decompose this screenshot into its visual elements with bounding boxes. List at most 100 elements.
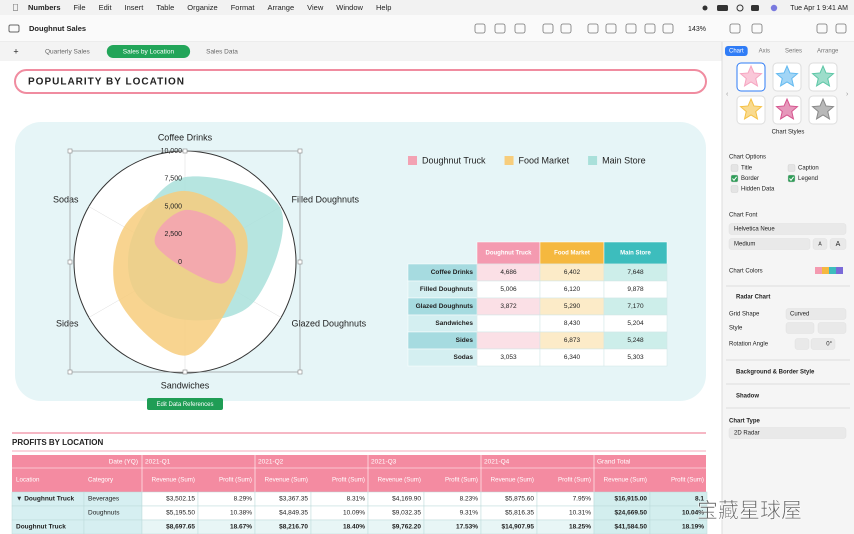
grid-shape-dropdown[interactable] — [785, 308, 847, 320]
handle[interactable] — [67, 148, 73, 154]
toolbar-button[interactable] — [587, 23, 599, 34]
rotation-decrement[interactable] — [794, 338, 810, 350]
sheet-tab-label[interactable]: Quarterly Sales — [45, 49, 91, 56]
sheet-tab-label[interactable]: Sales by Location — [123, 49, 175, 56]
menu-item[interactable]: Table — [156, 3, 174, 12]
toolbar-button[interactable] — [816, 23, 828, 34]
zoom-level[interactable]: 143% — [688, 26, 706, 33]
pivot-value: $8,216.70 — [279, 524, 308, 531]
apple-logo[interactable]:  — [12, 2, 19, 12]
pivot-subheader: Location — [16, 477, 40, 484]
color-swatch[interactable] — [815, 267, 822, 274]
format-sidebar: Chart Axis Series Arrange ‹ › Chart Styles Char… — [725, 46, 850, 439]
handle[interactable] — [297, 259, 303, 265]
toolbar-button[interactable] — [729, 23, 741, 34]
menu-item[interactable]: Edit — [99, 3, 113, 12]
font-size-button[interactable] — [812, 238, 828, 250]
inspector-tab[interactable]: Series — [785, 49, 802, 55]
checkmark — [732, 176, 738, 182]
inspector-tab[interactable]: Axis — [759, 49, 770, 55]
handle[interactable] — [67, 369, 73, 375]
menu-item[interactable]: Organize — [187, 3, 217, 12]
section-header[interactable]: Background & Border Style — [736, 370, 815, 376]
handle[interactable] — [67, 259, 73, 265]
chart-type-dropdown[interactable] — [728, 427, 847, 439]
pivot-value: $4,169.90 — [392, 496, 421, 503]
pivot-subheader: Profit (Sum) — [445, 477, 478, 484]
radar-chart[interactable]: 0 2,500 5,000 7,500 10,000 Coffee Drinks Fille… — [53, 132, 367, 390]
checkbox[interactable] — [787, 164, 796, 172]
button-label[interactable]: A — [818, 241, 822, 247]
inspector-tab[interactable]: Arrange — [817, 49, 839, 55]
chevron[interactable]: ‹ — [726, 91, 729, 98]
toolbar-button[interactable] — [835, 23, 847, 34]
sheet-tab-label[interactable]: Sales Data — [206, 49, 238, 56]
pivot-value: Doughnut Truck — [16, 524, 66, 531]
style-button[interactable] — [785, 322, 815, 334]
menu-item[interactable]: Help — [376, 3, 391, 12]
table-value: 9,878 — [627, 286, 644, 293]
pivot-subheader: Profit (Sum) — [219, 477, 252, 484]
color-swatch[interactable] — [822, 267, 829, 274]
font-size-button[interactable] — [829, 238, 847, 250]
inspector-tab-active[interactable] — [725, 46, 748, 56]
toolbar-button[interactable] — [494, 23, 506, 34]
toolbar-button[interactable] — [514, 23, 526, 34]
dropdown-value: 2D Radar — [734, 431, 760, 437]
weight-dropdown[interactable] — [728, 238, 811, 250]
edit-data-label[interactable]: Edit Data References — [156, 402, 213, 408]
pivot-value: 8.31% — [347, 496, 366, 503]
category-label: Sandwiches — [161, 380, 210, 390]
menu-item[interactable]: View — [307, 3, 324, 12]
checkmark — [789, 176, 795, 182]
font-dropdown[interactable] — [728, 223, 847, 235]
section-header[interactable]: Radar Chart — [736, 295, 770, 301]
menu-item[interactable]: Format — [231, 3, 256, 12]
inspector-tab[interactable]: Chart — [729, 49, 744, 55]
menu-item[interactable]: Insert — [125, 3, 145, 12]
table-value: 7,170 — [627, 303, 644, 310]
checkbox[interactable] — [787, 174, 796, 183]
handle[interactable] — [182, 369, 188, 375]
app-menu[interactable]: Numbers — [28, 3, 61, 12]
toolbar-button[interactable] — [474, 23, 486, 34]
toolbar-button[interactable] — [644, 23, 656, 34]
menu-item[interactable]: Window — [336, 3, 363, 12]
color-swatch[interactable] — [829, 267, 836, 274]
search-icon — [736, 4, 744, 12]
sidebar-label: Grid Shape — [729, 312, 760, 318]
button-label[interactable]: A — [836, 241, 841, 248]
rotation-field[interactable] — [810, 338, 836, 350]
sheet-tab-active[interactable] — [106, 45, 191, 58]
toolbar — [0, 15, 854, 42]
menu-item[interactable]: File — [74, 3, 86, 12]
color-swatch[interactable] — [836, 267, 843, 274]
dropdown-value: Helvetica Neue — [734, 227, 775, 233]
checkbox[interactable] — [730, 164, 739, 172]
toolbar-button[interactable] — [542, 23, 554, 34]
chevron[interactable]: › — [846, 91, 849, 98]
menu-item[interactable]: Arrange — [267, 3, 294, 12]
toolbar-button[interactable] — [662, 23, 674, 34]
handle[interactable] — [297, 369, 303, 375]
edit-data-button[interactable] — [147, 398, 223, 410]
toolbar-button[interactable] — [560, 23, 572, 34]
toolbar-button[interactable] — [625, 23, 637, 34]
toolbar-button[interactable] — [751, 23, 763, 34]
pivot-value: 10.04% — [682, 510, 704, 517]
radar-area — [154, 209, 236, 284]
sidebar-toggle[interactable] — [8, 24, 20, 33]
row-label: Sides — [456, 337, 474, 344]
handle[interactable] — [297, 148, 303, 154]
checkbox[interactable] — [730, 185, 739, 193]
checkbox-label: Legend — [798, 176, 818, 182]
add-sheet-button[interactable]: + — [13, 46, 18, 56]
toolbar-button[interactable] — [605, 23, 617, 34]
r-tick-label: 0 — [178, 259, 182, 266]
checkbox-label: Caption — [798, 166, 819, 172]
handle[interactable] — [182, 148, 188, 154]
section-header[interactable]: Shadow — [736, 394, 759, 400]
checkbox[interactable] — [730, 174, 739, 183]
style-button[interactable] — [817, 322, 847, 334]
